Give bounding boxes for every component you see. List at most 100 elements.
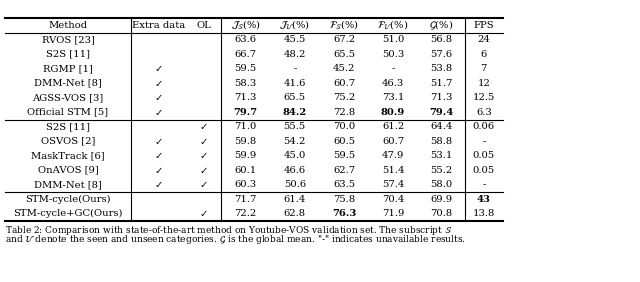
Text: S2S [11]: S2S [11] bbox=[46, 50, 90, 59]
Text: 57.6: 57.6 bbox=[430, 50, 452, 59]
Text: 53.1: 53.1 bbox=[430, 151, 452, 160]
Text: -: - bbox=[482, 180, 486, 189]
Text: $\checkmark$: $\checkmark$ bbox=[154, 108, 163, 117]
Text: -: - bbox=[293, 64, 296, 73]
Text: 70.4: 70.4 bbox=[382, 195, 404, 204]
Text: 45.5: 45.5 bbox=[284, 35, 306, 44]
Text: 71.3: 71.3 bbox=[430, 93, 452, 102]
Text: 54.2: 54.2 bbox=[284, 137, 306, 146]
Text: 75.2: 75.2 bbox=[333, 93, 355, 102]
Text: 63.6: 63.6 bbox=[235, 35, 257, 44]
Text: $\mathcal{F}_\mathcal{U}$(%): $\mathcal{F}_\mathcal{U}$(%) bbox=[378, 18, 409, 32]
Text: 61.2: 61.2 bbox=[382, 122, 404, 131]
Text: 60.5: 60.5 bbox=[333, 137, 355, 146]
Text: 62.7: 62.7 bbox=[333, 166, 355, 175]
Text: 70.8: 70.8 bbox=[430, 209, 452, 218]
Text: 67.2: 67.2 bbox=[333, 35, 355, 44]
Text: 0.05: 0.05 bbox=[473, 151, 495, 160]
Text: 75.8: 75.8 bbox=[333, 195, 355, 204]
Text: MaskTrack [6]: MaskTrack [6] bbox=[31, 151, 105, 160]
Text: $\checkmark$: $\checkmark$ bbox=[200, 209, 208, 218]
Text: 55.2: 55.2 bbox=[430, 166, 452, 175]
Text: 0.05: 0.05 bbox=[473, 166, 495, 175]
Text: $\mathcal{J}_\mathcal{U}$(%): $\mathcal{J}_\mathcal{U}$(%) bbox=[279, 18, 310, 32]
Text: 59.9: 59.9 bbox=[234, 151, 257, 160]
Text: 71.3: 71.3 bbox=[234, 93, 257, 102]
Text: 55.5: 55.5 bbox=[284, 122, 306, 131]
Text: and $\mathcal{U}$ denote the seen and unseen categories. $\mathcal{G}$ is the gl: and $\mathcal{U}$ denote the seen and un… bbox=[5, 233, 466, 246]
Text: 72.8: 72.8 bbox=[333, 108, 355, 117]
Text: $\mathcal{J}_\mathcal{S}$(%): $\mathcal{J}_\mathcal{S}$(%) bbox=[231, 18, 260, 32]
Text: RGMP [1]: RGMP [1] bbox=[43, 64, 93, 73]
Text: Table 2: Comparison with state-of-the-art method on Youtube-VOS validation set. : Table 2: Comparison with state-of-the-ar… bbox=[5, 224, 452, 237]
Text: 60.1: 60.1 bbox=[234, 166, 257, 175]
Text: 60.7: 60.7 bbox=[382, 137, 404, 146]
Text: Method: Method bbox=[49, 21, 88, 30]
Text: $\checkmark$: $\checkmark$ bbox=[154, 137, 163, 146]
Text: STM-cycle(Ours): STM-cycle(Ours) bbox=[25, 195, 111, 204]
Text: $\checkmark$: $\checkmark$ bbox=[154, 64, 163, 73]
Text: 41.6: 41.6 bbox=[284, 79, 306, 88]
Text: 59.5: 59.5 bbox=[234, 64, 257, 73]
Text: 79.7: 79.7 bbox=[234, 108, 258, 117]
Text: 62.8: 62.8 bbox=[284, 209, 306, 218]
Text: 65.5: 65.5 bbox=[284, 93, 306, 102]
Text: 45.2: 45.2 bbox=[333, 64, 355, 73]
Text: $\checkmark$: $\checkmark$ bbox=[154, 93, 163, 102]
Text: 50.3: 50.3 bbox=[382, 50, 404, 59]
Text: DMM-Net [8]: DMM-Net [8] bbox=[34, 79, 102, 88]
Text: 79.4: 79.4 bbox=[429, 108, 453, 117]
Text: S2S [11]: S2S [11] bbox=[46, 122, 90, 131]
Text: Extra data: Extra data bbox=[132, 21, 186, 30]
Text: OL: OL bbox=[196, 21, 211, 30]
Text: 64.4: 64.4 bbox=[430, 122, 452, 131]
Text: OnAVOS [9]: OnAVOS [9] bbox=[38, 166, 99, 175]
Text: 61.4: 61.4 bbox=[284, 195, 306, 204]
Text: 69.9: 69.9 bbox=[430, 195, 452, 204]
Text: 7: 7 bbox=[481, 64, 487, 73]
Text: 56.8: 56.8 bbox=[430, 35, 452, 44]
Text: -: - bbox=[482, 137, 486, 146]
Text: $\checkmark$: $\checkmark$ bbox=[154, 166, 163, 175]
Text: 71.7: 71.7 bbox=[234, 195, 257, 204]
Text: 46.3: 46.3 bbox=[382, 79, 404, 88]
Text: $\checkmark$: $\checkmark$ bbox=[154, 151, 163, 160]
Text: 84.2: 84.2 bbox=[283, 108, 307, 117]
Text: $\checkmark$: $\checkmark$ bbox=[200, 180, 208, 189]
Text: $\checkmark$: $\checkmark$ bbox=[200, 122, 208, 131]
Text: 73.1: 73.1 bbox=[382, 93, 404, 102]
Text: RVOS [23]: RVOS [23] bbox=[42, 35, 95, 44]
Text: 76.3: 76.3 bbox=[332, 209, 356, 218]
Text: 53.8: 53.8 bbox=[430, 64, 452, 73]
Text: 65.5: 65.5 bbox=[333, 50, 355, 59]
Text: $\checkmark$: $\checkmark$ bbox=[154, 180, 163, 189]
Text: 0.06: 0.06 bbox=[473, 122, 495, 131]
Text: 60.7: 60.7 bbox=[333, 79, 355, 88]
Text: 72.2: 72.2 bbox=[234, 209, 257, 218]
Text: 71.9: 71.9 bbox=[382, 209, 404, 218]
Text: 58.0: 58.0 bbox=[430, 180, 452, 189]
Text: 51.4: 51.4 bbox=[382, 166, 404, 175]
Text: 80.9: 80.9 bbox=[381, 108, 405, 117]
Text: 47.9: 47.9 bbox=[382, 151, 404, 160]
Text: DMM-Net [8]: DMM-Net [8] bbox=[34, 180, 102, 189]
Text: OSVOS [2]: OSVOS [2] bbox=[41, 137, 95, 146]
Text: 60.3: 60.3 bbox=[235, 180, 257, 189]
Text: 13.8: 13.8 bbox=[472, 209, 495, 218]
Text: $\checkmark$: $\checkmark$ bbox=[200, 151, 208, 160]
Text: 6.3: 6.3 bbox=[476, 108, 492, 117]
Text: 70.0: 70.0 bbox=[333, 122, 355, 131]
Text: 71.0: 71.0 bbox=[234, 122, 257, 131]
Text: 51.7: 51.7 bbox=[430, 79, 452, 88]
Text: 59.5: 59.5 bbox=[333, 151, 355, 160]
Text: 46.6: 46.6 bbox=[284, 166, 306, 175]
Text: $\mathcal{F}_\mathcal{S}$(%): $\mathcal{F}_\mathcal{S}$(%) bbox=[329, 18, 359, 32]
Text: AGSS-VOS [3]: AGSS-VOS [3] bbox=[33, 93, 104, 102]
Text: 51.0: 51.0 bbox=[382, 35, 404, 44]
Text: 50.6: 50.6 bbox=[284, 180, 306, 189]
Text: 59.8: 59.8 bbox=[234, 137, 257, 146]
Text: 24: 24 bbox=[477, 35, 490, 44]
Text: 6: 6 bbox=[481, 50, 487, 59]
Text: 12.5: 12.5 bbox=[472, 93, 495, 102]
Text: 43: 43 bbox=[477, 195, 491, 204]
